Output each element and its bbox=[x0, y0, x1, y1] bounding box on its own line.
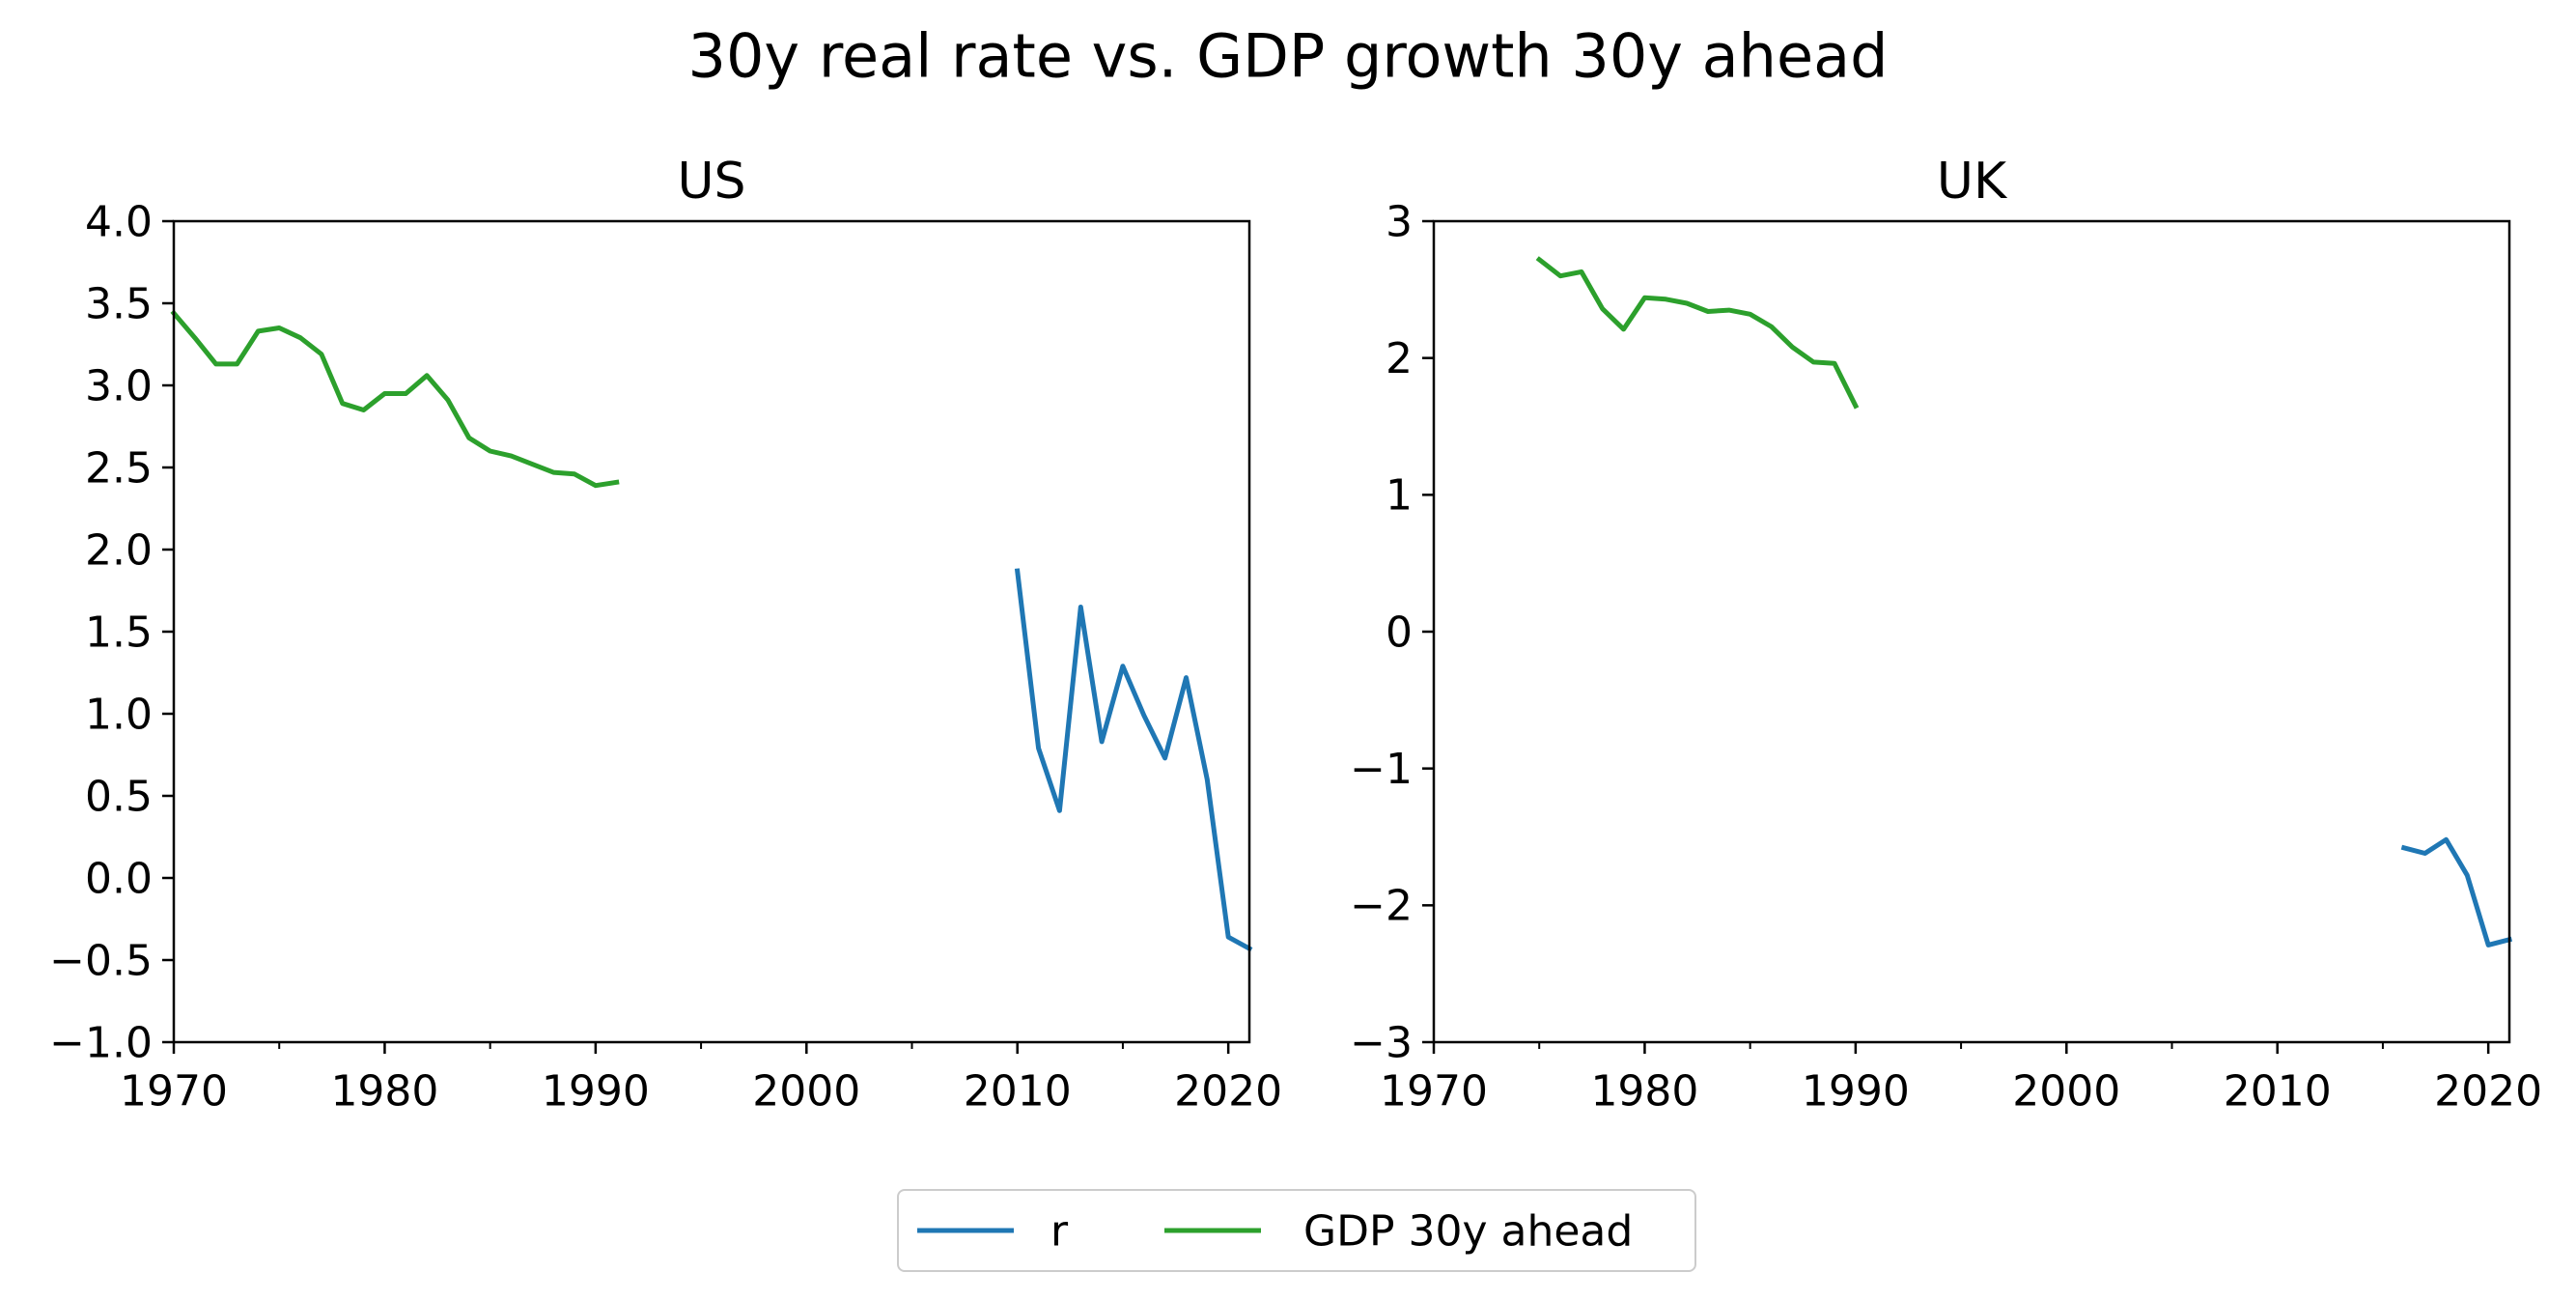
y-tick-label-uk: 1 bbox=[1386, 471, 1413, 521]
x-tick-label-us: 1980 bbox=[330, 1066, 438, 1116]
x-tick-label-uk: 1990 bbox=[1802, 1066, 1910, 1116]
panel-title-us: US bbox=[677, 153, 745, 211]
x-tick-label-uk: 1970 bbox=[1380, 1066, 1488, 1116]
series-line-gdp-us bbox=[170, 309, 620, 489]
axes-frame-uk bbox=[1432, 219, 2511, 1044]
y-tick-label-us: 3.0 bbox=[85, 361, 153, 410]
x-tick-label-uk: 2010 bbox=[2224, 1066, 2332, 1116]
axes-frame-us bbox=[172, 219, 1251, 1044]
legend: r GDP 30y ahead bbox=[897, 1189, 1696, 1272]
series-line-r-us bbox=[1014, 568, 1253, 952]
y-tick-label-us: 3.5 bbox=[85, 279, 153, 328]
plot-area-us: US 1970 1980 1990 2000 2010 2020 −1.0 −0.5 0.0 0.5… bbox=[49, 153, 1282, 1116]
y-tick-label-us: 4.0 bbox=[85, 197, 153, 246]
x-tick-label-uk: 2000 bbox=[2012, 1066, 2120, 1116]
x-tick-label-uk: 1980 bbox=[1590, 1066, 1698, 1116]
x-tick-label-uk: 2020 bbox=[2434, 1066, 2542, 1116]
x-tick-label-us: 1990 bbox=[542, 1066, 650, 1116]
y-tick-label-uk: −3 bbox=[1350, 1018, 1413, 1067]
x-tick-label-us: 2020 bbox=[1174, 1066, 1282, 1116]
y-tick-label-uk: 3 bbox=[1386, 197, 1413, 246]
plot-area-uk: UK 1970 1980 1990 2000 2010 2020 −3 −2 −1 0 1 2 3 bbox=[1350, 153, 2542, 1116]
panel-us: US 1970 1980 1990 2000 2010 2020 −1.0 −0.5 0.0 0.5… bbox=[49, 153, 1282, 1116]
y-tick-label-us: 2.5 bbox=[85, 443, 153, 493]
legend-label-r: r bbox=[1050, 1206, 1069, 1256]
y-tick-label-uk: −1 bbox=[1350, 745, 1413, 794]
x-tick-label-us: 2010 bbox=[964, 1066, 1072, 1116]
x-tick-label-us: 2000 bbox=[752, 1066, 860, 1116]
y-tick-label-us: 1.0 bbox=[85, 690, 153, 739]
x-tick-label-us: 1970 bbox=[120, 1066, 228, 1116]
y-tick-label-us: 0.0 bbox=[85, 854, 153, 903]
y-tick-label-us: −1.0 bbox=[49, 1018, 153, 1067]
y-tick-label-us: 0.5 bbox=[85, 772, 153, 821]
y-tick-label-us: −0.5 bbox=[49, 936, 153, 985]
y-tick-label-us: 1.5 bbox=[85, 608, 153, 657]
series-line-r-uk bbox=[2400, 836, 2513, 947]
y-tick-label-us: 2.0 bbox=[85, 525, 153, 575]
panel-uk: UK 1970 1980 1990 2000 2010 2020 −3 −2 −1 0 1 2 3 bbox=[1350, 153, 2542, 1116]
y-tick-label-uk: −2 bbox=[1350, 882, 1413, 931]
y-tick-label-uk: 0 bbox=[1386, 608, 1413, 657]
legend-frame bbox=[897, 1189, 1696, 1272]
y-tick-label-uk: 2 bbox=[1386, 334, 1413, 383]
legend-label-gdp: GDP 30y ahead bbox=[1303, 1206, 1633, 1256]
series-line-gdp-uk bbox=[1535, 256, 1860, 410]
figure-title: 30y real rate vs. GDP growth 30y ahead bbox=[688, 21, 1889, 92]
panel-title-uk: UK bbox=[1937, 153, 2008, 211]
